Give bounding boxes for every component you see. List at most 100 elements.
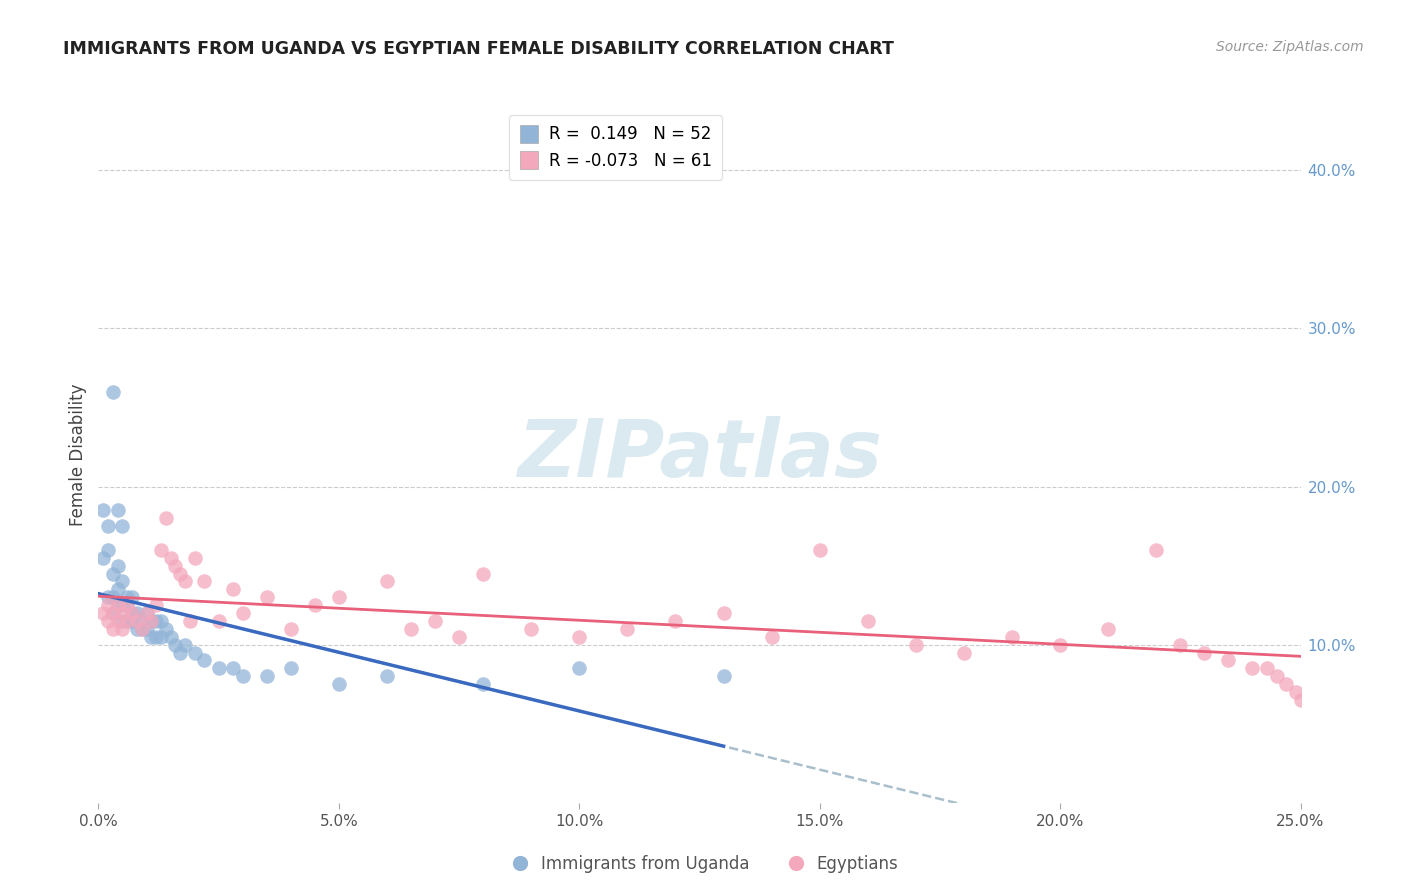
Point [101,606,124,620]
Point [169,566,191,581]
Point [713,606,735,620]
Point [121,614,143,628]
Point [117,598,139,612]
Point [165,638,187,652]
Point [117,591,139,605]
Point [111,606,134,620]
Point [1218,653,1240,667]
Point [135,622,157,636]
Point [520,622,543,636]
Legend: Immigrants from Uganda, Egyptians: Immigrants from Uganda, Egyptians [501,848,905,880]
Y-axis label: Female Disability: Female Disability [69,384,87,526]
Point [1241,661,1264,675]
Point [183,550,205,565]
Point [159,630,181,644]
Point [1194,646,1216,660]
Point [97,598,120,612]
Point [131,614,153,628]
Point [107,598,129,612]
Point [159,550,181,565]
Point [107,558,129,573]
Point [149,614,172,628]
Point [101,606,124,620]
Point [107,582,129,597]
Point [91,550,114,565]
Point [256,591,278,605]
Point [1001,630,1024,644]
Point [174,574,197,589]
Point [1170,638,1192,652]
Point [125,606,148,620]
Point [761,630,783,644]
Point [125,614,148,628]
Point [904,638,927,652]
Point [399,622,422,636]
Text: Source: ZipAtlas.com: Source: ZipAtlas.com [1216,40,1364,54]
Point [101,622,124,636]
Point [111,574,134,589]
Point [131,622,153,636]
Point [121,606,143,620]
Point [179,614,201,628]
Point [222,661,245,675]
Point [713,669,735,683]
Text: IMMIGRANTS FROM UGANDA VS EGYPTIAN FEMALE DISABILITY CORRELATION CHART: IMMIGRANTS FROM UGANDA VS EGYPTIAN FEMAL… [63,40,894,58]
Point [664,614,686,628]
Point [304,598,326,612]
Legend: R =  0.149   N = 52, R = -0.073   N = 61: R = 0.149 N = 52, R = -0.073 N = 61 [509,115,721,179]
Point [447,630,470,644]
Point [121,606,143,620]
Point [1144,542,1167,557]
Point [117,614,139,628]
Point [472,677,495,691]
Point [208,661,231,675]
Point [135,606,157,620]
Point [208,614,231,628]
Point [149,630,172,644]
Point [91,503,114,517]
Point [856,614,879,628]
Point [145,630,167,644]
Point [97,519,120,533]
Point [1049,638,1071,652]
Point [328,591,350,605]
Point [1285,685,1308,699]
Point [107,503,129,517]
Point [375,669,398,683]
Point [169,646,191,660]
Point [141,630,163,644]
Point [232,606,254,620]
Point [111,519,134,533]
Point [193,653,215,667]
Point [97,614,120,628]
Point [616,622,638,636]
Point [256,669,278,683]
Point [101,591,124,605]
Point [328,677,350,691]
Point [280,661,302,675]
Point [1289,693,1312,707]
Point [183,646,205,660]
Point [111,622,134,636]
Point [121,591,143,605]
Point [117,598,139,612]
Point [193,574,215,589]
Point [145,614,167,628]
Point [97,591,120,605]
Point [107,614,129,628]
Point [149,542,172,557]
Point [107,598,129,612]
Point [375,574,398,589]
Point [280,622,302,636]
Point [232,669,254,683]
Point [1275,677,1298,691]
Point [101,384,124,399]
Point [117,614,139,628]
Point [155,622,177,636]
Point [568,630,591,644]
Point [91,606,114,620]
Point [808,542,831,557]
Point [472,566,495,581]
Point [953,646,976,660]
Point [111,614,134,628]
